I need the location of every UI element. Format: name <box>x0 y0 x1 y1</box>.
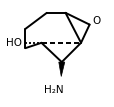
Text: H₂N: H₂N <box>43 85 63 95</box>
Text: O: O <box>92 16 100 26</box>
Text: HO: HO <box>6 38 22 48</box>
Polygon shape <box>58 62 64 77</box>
